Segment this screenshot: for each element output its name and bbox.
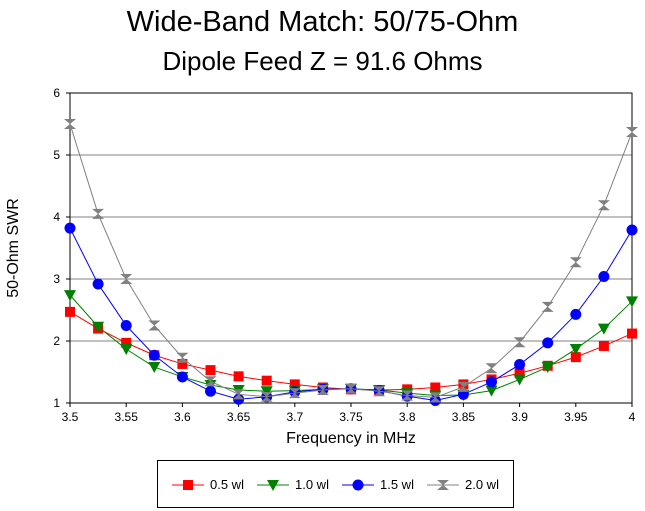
legend-label-0: 0.5 wl xyxy=(210,477,244,492)
data-point xyxy=(288,388,301,399)
legend-label-2: 1.5 wl xyxy=(380,477,414,492)
data-point xyxy=(65,306,75,317)
swr-chart: 3.5 3.55 3.6 3.65 3.7 3.75 3.8 3.85 3.9 3.95 4 1 2 3… xyxy=(5,86,638,447)
data-point xyxy=(345,383,357,394)
data-point xyxy=(627,328,637,339)
series-3 xyxy=(64,119,638,403)
data-point xyxy=(597,200,610,211)
x-tick-label: 3.75 xyxy=(339,410,363,424)
data-point xyxy=(120,274,133,284)
data-point xyxy=(176,352,189,363)
data-point xyxy=(541,301,554,312)
legend-marker xyxy=(352,479,364,491)
legend-swatch-2 xyxy=(342,479,374,491)
data-point xyxy=(569,257,582,268)
y-tick-label: 2 xyxy=(53,334,60,348)
data-point xyxy=(205,365,216,376)
x-tick-label: 3.8 xyxy=(399,410,416,424)
y-tick-label: 4 xyxy=(53,210,60,224)
data-point xyxy=(626,296,638,308)
data-point xyxy=(569,344,582,356)
x-tick-label: 3.7 xyxy=(286,410,303,424)
data-point xyxy=(92,278,104,290)
data-point xyxy=(373,386,386,397)
legend-swatch-3 xyxy=(427,480,459,490)
data-point xyxy=(626,127,638,138)
data-point xyxy=(120,344,133,356)
data-point xyxy=(204,376,217,387)
x-axis-label: Frequency in MHz xyxy=(286,430,416,447)
data-point xyxy=(485,363,498,374)
data-point xyxy=(148,362,161,374)
series-2 xyxy=(64,222,638,407)
data-point xyxy=(457,381,470,392)
data-point xyxy=(261,375,272,386)
x-tick-label: 3.5 xyxy=(62,410,79,424)
data-point xyxy=(176,371,188,383)
y-tick-label: 3 xyxy=(53,272,60,286)
data-point xyxy=(64,222,76,234)
data-point xyxy=(232,389,245,400)
x-tick-label: 4 xyxy=(629,410,636,424)
data-point xyxy=(289,379,300,390)
data-point xyxy=(64,119,76,129)
data-point xyxy=(485,385,498,397)
data-point xyxy=(598,340,609,351)
y-tick-label: 5 xyxy=(53,148,60,162)
x-tick-label: 3.65 xyxy=(227,410,251,424)
data-point xyxy=(64,290,76,302)
data-point xyxy=(92,208,105,219)
legend-swatch-0 xyxy=(172,480,204,490)
data-point xyxy=(92,321,105,333)
data-point xyxy=(177,358,188,369)
data-point xyxy=(514,359,526,371)
legend-marker xyxy=(267,480,279,491)
data-point xyxy=(120,320,132,331)
legend-marker xyxy=(437,480,449,490)
series-group xyxy=(64,119,638,407)
chart-subtitle: Dipole Feed Z = 91.6 Ohms xyxy=(162,46,483,76)
data-point xyxy=(570,308,582,320)
y-ticks: 1 2 3 4 5 6 xyxy=(53,86,70,410)
data-point xyxy=(148,320,161,331)
data-point xyxy=(570,352,581,363)
data-point xyxy=(541,362,554,374)
data-point xyxy=(430,382,441,393)
data-point xyxy=(513,337,526,348)
data-point xyxy=(121,337,132,348)
data-point xyxy=(429,392,442,403)
x-tick-label: 3.55 xyxy=(115,410,139,424)
y-axis-label: 50-Ohm SWR xyxy=(5,198,22,298)
data-point xyxy=(486,376,497,388)
data-point xyxy=(598,271,610,283)
data-point xyxy=(233,371,244,382)
chart-title: Wide-Band Match: 50/75-Ohm xyxy=(126,6,519,38)
legend-marker xyxy=(183,480,193,490)
data-point xyxy=(542,337,554,349)
series-line-2 xyxy=(69,227,633,402)
data-point xyxy=(260,391,273,402)
legend-swatch-1 xyxy=(257,480,289,491)
data-point xyxy=(401,390,414,401)
data-point xyxy=(597,323,610,335)
x-tick-label: 3.95 xyxy=(564,410,588,424)
data-point xyxy=(514,368,525,379)
legend-label-1: 1.0 wl xyxy=(295,477,329,492)
data-point xyxy=(513,374,526,386)
data-point xyxy=(205,385,216,397)
y-tick-label: 1 xyxy=(53,396,60,410)
data-point xyxy=(316,384,329,395)
x-tick-label: 3.9 xyxy=(511,410,528,424)
data-point xyxy=(626,224,638,236)
legend-label-3: 2.0 wl xyxy=(465,477,499,492)
legend: 0.5 wl 1.0 wl 1.5 wl 2.0 wl xyxy=(157,460,514,508)
data-point xyxy=(148,349,160,361)
x-ticks: 3.5 3.55 3.6 3.65 3.7 3.75 3.8 3.85 3.9 3.95 4 xyxy=(62,403,636,424)
x-tick-label: 3.6 xyxy=(174,410,191,424)
x-tick-label: 3.85 xyxy=(452,410,476,424)
y-tick-label: 6 xyxy=(53,86,60,100)
